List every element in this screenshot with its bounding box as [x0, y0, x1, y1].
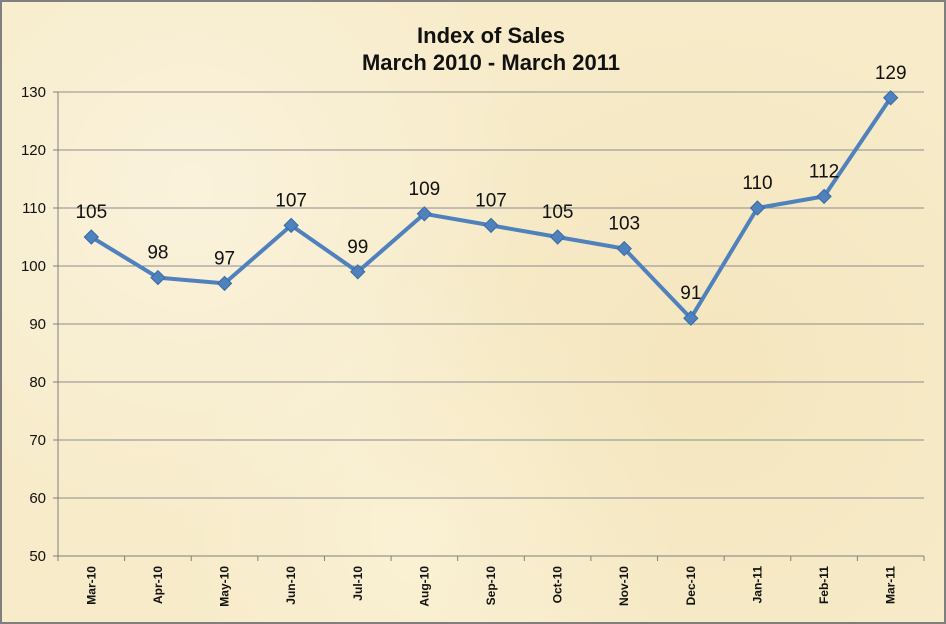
data-point-marker — [816, 188, 832, 205]
x-tick-label: Mar-11 — [884, 566, 898, 604]
y-tick-label: 70 — [29, 432, 46, 449]
series-sales-index — [83, 90, 899, 326]
data-label: 129 — [875, 63, 907, 84]
data-label: 110 — [742, 173, 772, 194]
data-label: 105 — [75, 202, 107, 223]
data-point-marker — [83, 229, 100, 245]
x-tick-label: Oct-10 — [551, 566, 565, 604]
data-point-marker — [350, 264, 366, 280]
data-label: 107 — [475, 190, 507, 211]
x-tick-label: Mar-10 — [84, 566, 98, 605]
data-point-marker — [483, 217, 499, 234]
data-label: 97 — [214, 248, 235, 269]
x-tick-label: Jun-10 — [284, 566, 298, 605]
data-label: 103 — [608, 214, 640, 235]
data-labels: 105 98 97 107 99 109 107 105 103 91 110 112 129 — [75, 63, 906, 304]
data-point-marker — [216, 275, 233, 292]
data-point-marker — [150, 269, 166, 286]
data-label: 91 — [680, 283, 701, 304]
data-label: 112 — [809, 161, 839, 182]
y-axis-ticks: 50 60 70 80 90 100 110 120 130 — [21, 84, 46, 565]
data-label: 98 — [147, 243, 168, 264]
y-tick-label: 60 — [29, 490, 46, 507]
data-point-marker — [549, 229, 566, 245]
data-point-marker — [283, 217, 299, 234]
x-tick-label: Nov-10 — [617, 566, 631, 606]
y-tick-label: 90 — [29, 316, 46, 333]
x-axis-ticks: Mar-10 Apr-10 May-10 Jun-10 Jul-10 Aug-10 Sep-… — [84, 566, 897, 607]
y-tick-label: 130 — [21, 84, 46, 101]
gridlines — [58, 91, 924, 499]
x-tick-label: Jul-10 — [351, 566, 365, 601]
x-tick-label: Dec-10 — [684, 566, 698, 606]
x-tick-label: May-10 — [218, 566, 232, 607]
data-label: 107 — [275, 190, 307, 211]
x-tick-label: Feb-11 — [817, 566, 831, 604]
x-tick-label: Sep-10 — [484, 566, 498, 606]
data-point-marker — [882, 90, 899, 106]
chart-title: Index of Sales — [417, 23, 565, 48]
data-label: 105 — [542, 202, 574, 223]
y-tick-label: 100 — [21, 258, 46, 275]
y-tick-label: 120 — [21, 142, 46, 159]
data-point-marker — [683, 310, 699, 326]
data-point-marker — [616, 240, 632, 257]
data-point-marker — [749, 200, 766, 216]
x-tick-label: Jan-11 — [750, 566, 764, 604]
data-label: 99 — [347, 237, 368, 258]
data-point-marker — [416, 206, 433, 222]
chart-subtitle: March 2010 - March 2011 — [362, 50, 620, 75]
x-tick-label: Aug-10 — [417, 566, 431, 607]
x-tick-label: Apr-10 — [151, 566, 165, 604]
axes — [53, 91, 925, 561]
data-label: 109 — [409, 179, 441, 200]
y-tick-label: 110 — [22, 200, 46, 217]
y-tick-label: 80 — [29, 374, 46, 391]
y-tick-label: 50 — [29, 548, 46, 565]
